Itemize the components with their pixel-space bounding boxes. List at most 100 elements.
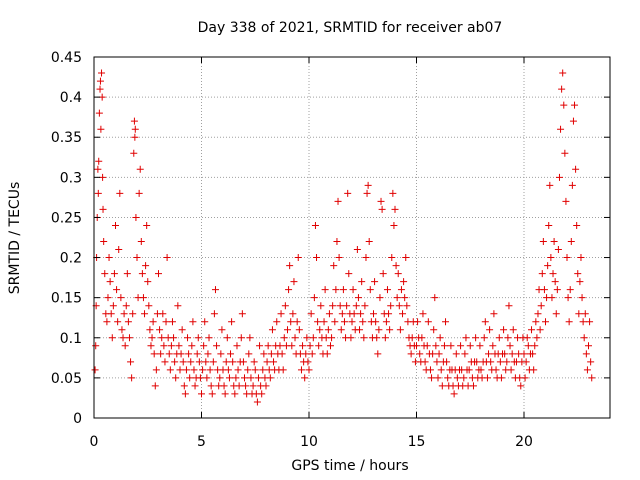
data-point bbox=[501, 350, 509, 358]
data-point bbox=[485, 350, 493, 358]
data-point bbox=[100, 238, 108, 246]
data-point bbox=[581, 310, 589, 318]
data-point bbox=[436, 334, 444, 342]
data-point bbox=[235, 382, 243, 390]
data-point bbox=[194, 334, 202, 342]
data-point bbox=[310, 294, 318, 302]
data-point bbox=[160, 342, 168, 350]
data-point bbox=[316, 326, 324, 334]
data-point bbox=[379, 270, 387, 278]
data-point bbox=[371, 278, 379, 286]
data-point bbox=[127, 358, 135, 366]
data-point bbox=[131, 133, 139, 141]
data-point bbox=[185, 350, 193, 358]
data-point bbox=[432, 342, 440, 350]
y-tick-label: 0.1 bbox=[60, 331, 82, 347]
data-point bbox=[116, 189, 124, 197]
data-point bbox=[440, 342, 448, 350]
data-point bbox=[333, 238, 341, 246]
data-point bbox=[383, 286, 391, 294]
data-point bbox=[407, 350, 415, 358]
data-point bbox=[224, 366, 232, 374]
data-point bbox=[447, 342, 455, 350]
data-point bbox=[403, 302, 411, 310]
data-point bbox=[555, 173, 563, 181]
data-point bbox=[372, 318, 380, 326]
data-point bbox=[107, 310, 115, 318]
data-point bbox=[350, 310, 358, 318]
data-point bbox=[348, 318, 356, 326]
data-point bbox=[562, 197, 570, 205]
x-axis-label: GPS time / hours bbox=[291, 458, 408, 474]
data-point bbox=[157, 350, 165, 358]
data-point bbox=[211, 286, 219, 294]
data-point bbox=[426, 366, 434, 374]
data-point bbox=[289, 310, 297, 318]
data-point bbox=[305, 366, 313, 374]
data-point bbox=[179, 358, 187, 366]
data-point bbox=[520, 350, 528, 358]
data-point bbox=[92, 342, 100, 350]
data-point bbox=[184, 334, 192, 342]
data-point bbox=[361, 302, 369, 310]
data-point bbox=[457, 342, 465, 350]
data-point bbox=[216, 374, 224, 382]
data-point bbox=[144, 278, 152, 286]
data-point bbox=[114, 318, 122, 326]
data-point bbox=[486, 326, 494, 334]
x-tick-label: 20 bbox=[515, 434, 533, 450]
data-point bbox=[156, 326, 164, 334]
y-tick-label: 0 bbox=[73, 411, 82, 427]
data-point bbox=[99, 205, 107, 213]
data-point bbox=[118, 326, 126, 334]
data-point bbox=[396, 326, 404, 334]
data-point bbox=[222, 358, 230, 366]
data-point bbox=[508, 350, 516, 358]
data-point bbox=[483, 374, 491, 382]
data-point bbox=[337, 326, 345, 334]
data-point bbox=[122, 302, 130, 310]
data-point bbox=[210, 310, 218, 318]
data-point bbox=[96, 85, 104, 93]
data-point bbox=[180, 382, 188, 390]
data-point bbox=[221, 390, 229, 398]
data-point bbox=[162, 318, 170, 326]
data-point bbox=[233, 342, 241, 350]
data-point bbox=[231, 390, 239, 398]
data-point bbox=[141, 310, 149, 318]
data-point bbox=[496, 358, 504, 366]
data-point bbox=[278, 350, 286, 358]
data-point bbox=[120, 310, 128, 318]
data-point bbox=[267, 350, 275, 358]
data-point bbox=[103, 318, 111, 326]
data-point bbox=[189, 318, 197, 326]
data-point bbox=[244, 366, 252, 374]
data-point bbox=[529, 350, 537, 358]
data-point bbox=[338, 310, 346, 318]
data-point bbox=[560, 101, 568, 109]
x-tick-label: 0 bbox=[90, 434, 99, 450]
data-point bbox=[281, 302, 289, 310]
data-point bbox=[374, 350, 382, 358]
data-point bbox=[258, 390, 266, 398]
data-point bbox=[435, 350, 443, 358]
data-point bbox=[523, 334, 531, 342]
data-point bbox=[131, 125, 139, 133]
data-point bbox=[503, 358, 511, 366]
data-point bbox=[354, 294, 362, 302]
data-point bbox=[129, 310, 137, 318]
data-point bbox=[534, 310, 542, 318]
data-point bbox=[314, 318, 322, 326]
data-point bbox=[473, 358, 481, 366]
data-point bbox=[152, 366, 160, 374]
data-point bbox=[423, 342, 431, 350]
data-point bbox=[239, 358, 247, 366]
y-tick-label: 0.4 bbox=[60, 90, 82, 106]
data-point bbox=[270, 358, 278, 366]
data-point bbox=[497, 374, 505, 382]
data-point bbox=[387, 302, 395, 310]
data-point bbox=[429, 350, 437, 358]
y-tick-label: 0.2 bbox=[60, 251, 82, 267]
data-point bbox=[101, 270, 109, 278]
data-point bbox=[143, 221, 151, 229]
